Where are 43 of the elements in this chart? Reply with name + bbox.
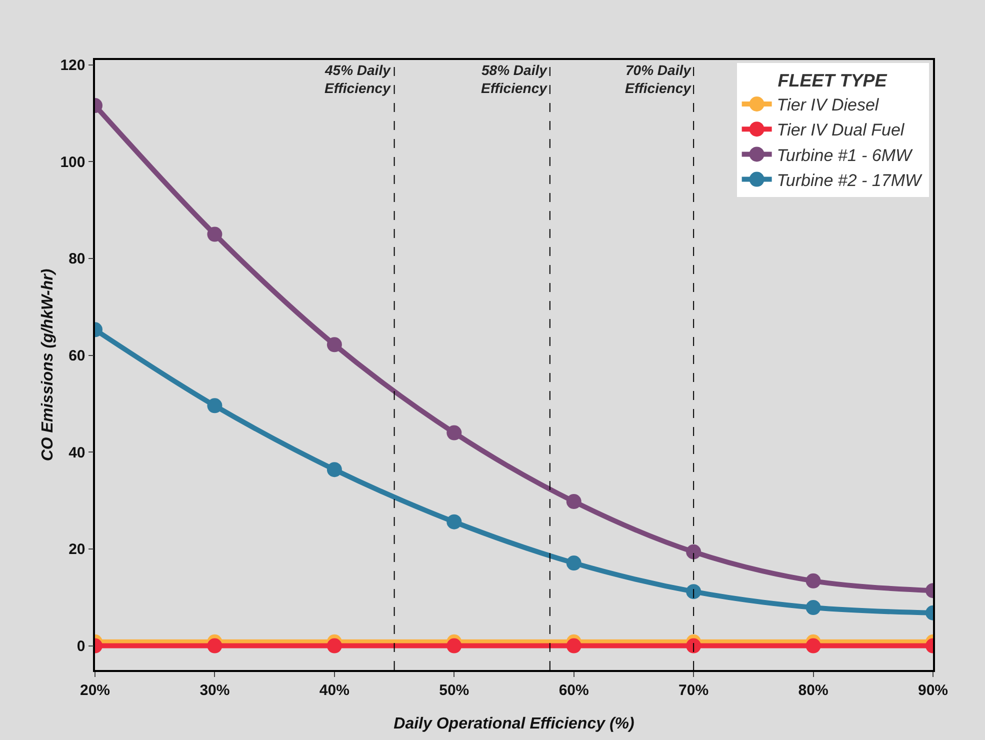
- point: [207, 638, 222, 654]
- ref-line-label: 45% Daily Efficiency: [324, 62, 392, 96]
- point: [207, 226, 222, 242]
- point: [446, 425, 462, 440]
- point: [207, 398, 222, 414]
- x-tick-label: 40%: [319, 682, 350, 699]
- point: [446, 514, 462, 530]
- point: [566, 638, 582, 654]
- y-tick-label: 40: [68, 444, 86, 462]
- y-tick-label: 20: [68, 541, 86, 558]
- y-axis-title: CO Emissions (g/hkW-hr): [40, 268, 56, 462]
- legend-label: Tier IV Diesel: [776, 96, 880, 115]
- point: [806, 600, 821, 616]
- point: [446, 638, 462, 654]
- x-tick-label: 90%: [918, 682, 948, 699]
- legend-title: FLEET TYPE: [778, 70, 888, 90]
- x-tick-label: 30%: [200, 682, 230, 699]
- point: [686, 638, 702, 654]
- point: [686, 584, 702, 600]
- x-tick-label: 20%: [80, 682, 110, 699]
- point: [326, 337, 342, 352]
- y-tick-label: 100: [60, 154, 86, 171]
- point: [806, 573, 821, 588]
- ref-line-label: 70% Daily Efficiency: [625, 62, 692, 96]
- point: [566, 556, 582, 571]
- y-tick-label: 80: [68, 250, 86, 268]
- y-tick-label: 60: [68, 348, 86, 365]
- ref-line-label: 58% Daily Efficiency: [481, 62, 548, 96]
- y-tick-label: 0: [76, 638, 86, 656]
- point: [326, 638, 342, 654]
- point: [326, 462, 342, 478]
- y-tick-label: 120: [60, 57, 86, 74]
- legend-label: Turbine #1 - 6MW: [776, 146, 914, 165]
- legend-label: Turbine #2 - 17MW: [776, 170, 923, 190]
- x-tick-label: 70%: [678, 682, 709, 699]
- point: [566, 494, 582, 510]
- point: [686, 544, 702, 560]
- legend-label: Tier IV Dual Fuel: [776, 120, 906, 140]
- x-axis-title: Daily Operational Efficiency (%): [394, 716, 634, 732]
- x-tick-label: 50%: [439, 682, 470, 699]
- x-tick-label: 80%: [798, 682, 828, 699]
- x-tick-label: 60%: [558, 682, 589, 699]
- point: [806, 638, 821, 654]
